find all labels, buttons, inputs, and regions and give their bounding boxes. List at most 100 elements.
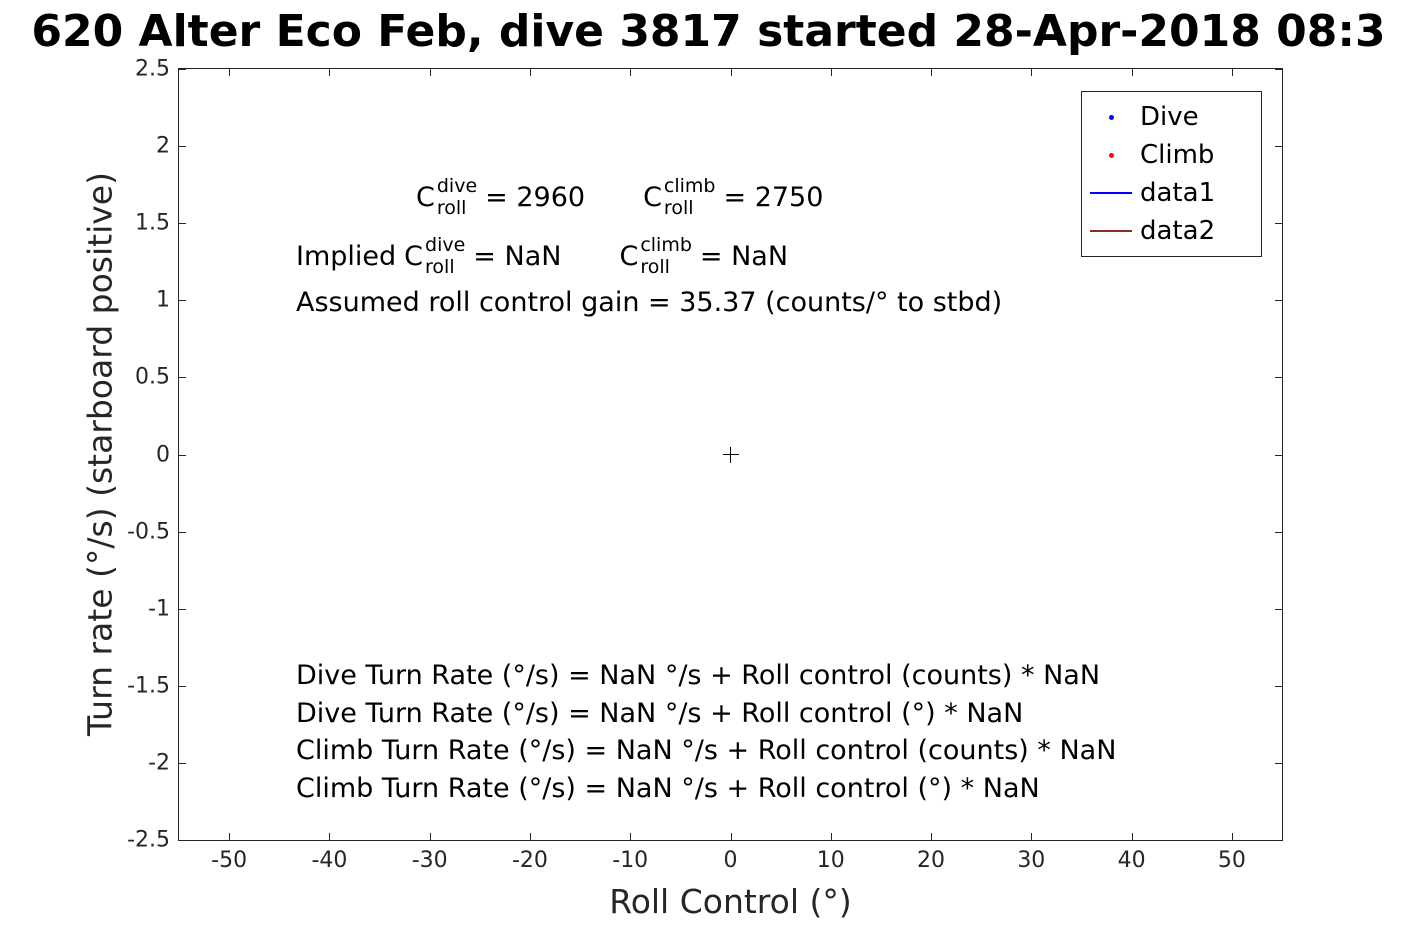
dive-dot-marker-icon [1108, 114, 1114, 120]
legend-item-climb: Climb [1082, 136, 1261, 174]
x-tick-label: 40 [1117, 848, 1146, 873]
y-tick-mark [1275, 840, 1282, 841]
y-tick-mark [179, 146, 186, 148]
c-base: C [404, 241, 424, 273]
y-tick-label: 0.5 [135, 364, 170, 390]
x-tick-mark [429, 69, 431, 76]
c-subscript: roll [640, 255, 670, 278]
y-tick-mark [1275, 146, 1282, 148]
x-tick-mark [730, 69, 732, 76]
legend-marker-area [1082, 230, 1140, 232]
y-tick-label: -2.5 [127, 827, 170, 853]
x-axis-label: Roll Control (°) [609, 882, 852, 921]
x-tick-mark [1031, 69, 1033, 76]
c-base: C [416, 182, 435, 214]
y-tick-label: 2.5 [135, 56, 170, 82]
y-tick-mark [1275, 531, 1282, 533]
x-tick-mark [630, 833, 632, 840]
y-tick-mark [1275, 223, 1282, 225]
x-tick-mark [229, 69, 231, 76]
x-tick-mark [1131, 69, 1133, 76]
y-axis-label: Turn rate (°/s) (starboard positive) [80, 172, 120, 736]
y-tick-mark [1275, 69, 1282, 70]
x-tick-mark [529, 69, 531, 76]
implied-climb-value: = NaN [699, 241, 789, 273]
c-subscript: roll [425, 255, 455, 278]
y-tick-mark [179, 840, 186, 841]
legend-item-data1: data1 [1082, 174, 1261, 212]
y-tick-mark [1275, 377, 1282, 379]
c-base: C [643, 182, 662, 214]
y-tick-label: -0.5 [127, 519, 170, 545]
fit-equation-line: Climb Turn Rate (°/s) = NaN °/s + Roll c… [296, 772, 1040, 804]
plot-area: C dive roll = 2960 C climb roll = 2750 I… [127, 57, 1283, 873]
x-tick-mark [329, 69, 331, 76]
legend-label: Dive [1140, 102, 1199, 132]
x-tick-mark [1031, 833, 1033, 840]
c-scripts: climb roll [640, 234, 692, 278]
x-tick-label: -40 [311, 848, 348, 873]
x-tick-mark [630, 69, 632, 76]
y-tick-mark [179, 300, 186, 302]
x-tick-mark [1131, 833, 1133, 840]
y-tick-mark [179, 762, 186, 764]
y-tick-label: -1.5 [127, 673, 170, 699]
x-tick-label: -20 [511, 848, 548, 873]
annotation-coefficients: C dive roll = 2960 C climb roll = 2750 [416, 175, 824, 219]
x-tick-mark [931, 833, 933, 840]
y-tick-mark [1275, 608, 1282, 610]
implied-prefix: Implied [296, 241, 397, 273]
y-tick-label: 0 [156, 442, 170, 467]
c-roll-dive-term: C dive roll [404, 234, 466, 278]
y-tick-mark [179, 454, 186, 456]
x-tick-label: 30 [1017, 848, 1046, 873]
y-tick-mark [179, 608, 186, 610]
c-roll-climb-value: = 2750 [723, 182, 824, 214]
y-tick-mark [1275, 685, 1282, 687]
data1-line-marker-icon [1090, 192, 1132, 194]
y-tick-mark [179, 223, 186, 225]
annotation-fit-equations: Dive Turn Rate (°/s) = NaN °/s + Roll co… [296, 657, 1116, 807]
y-tick-mark [179, 531, 186, 533]
x-tick-mark [730, 833, 732, 840]
c-superscript: dive [436, 175, 478, 197]
c-roll-dive-value: = 2960 [485, 182, 586, 214]
c-superscript: climb [663, 175, 716, 197]
y-tick-mark [1275, 300, 1282, 302]
legend-marker-area [1082, 152, 1140, 158]
x-tick-label: -50 [211, 848, 248, 873]
y-tick-mark [179, 685, 186, 687]
c-scripts: dive roll [425, 234, 466, 278]
x-tick-label: 50 [1217, 848, 1246, 873]
c-superscript: climb [640, 234, 692, 256]
y-tick-label: -2 [148, 750, 170, 776]
x-tick-mark [429, 833, 431, 840]
c-superscript: dive [425, 234, 466, 256]
y-tick-label: 2 [156, 133, 170, 159]
y-tick-label: 1.5 [135, 210, 170, 236]
fit-equation-line: Dive Turn Rate (°/s) = NaN °/s + Roll co… [296, 697, 1024, 729]
c-subscript: roll [663, 196, 694, 219]
c-base: C [619, 241, 639, 273]
y-tick-mark [179, 69, 186, 70]
annotation-implied: Implied C dive roll = NaN C climb roll =… [296, 234, 789, 278]
x-tick-label: 10 [816, 848, 845, 873]
c-scripts: dive roll [436, 175, 478, 219]
c-roll-climb-term: C climb roll [643, 175, 716, 219]
climb-dot-marker-icon [1108, 152, 1114, 158]
fit-equation-line: Dive Turn Rate (°/s) = NaN °/s + Roll co… [296, 660, 1101, 691]
x-tick-mark [830, 833, 832, 840]
x-tick-label: 0 [723, 848, 738, 873]
c-roll-climb-term: C climb roll [619, 234, 692, 278]
c-subscript: roll [436, 196, 467, 219]
implied-dive-value: = NaN [473, 241, 562, 273]
legend: Dive Climb data1 data2 [1081, 91, 1262, 257]
legend-label: data1 [1140, 178, 1216, 208]
legend-item-dive: Dive [1082, 98, 1261, 136]
legend-marker-area [1082, 192, 1140, 194]
x-tick-mark [229, 833, 231, 840]
legend-label: Climb [1140, 140, 1215, 170]
x-tick-mark [529, 833, 531, 840]
y-tick-mark [1275, 454, 1282, 456]
